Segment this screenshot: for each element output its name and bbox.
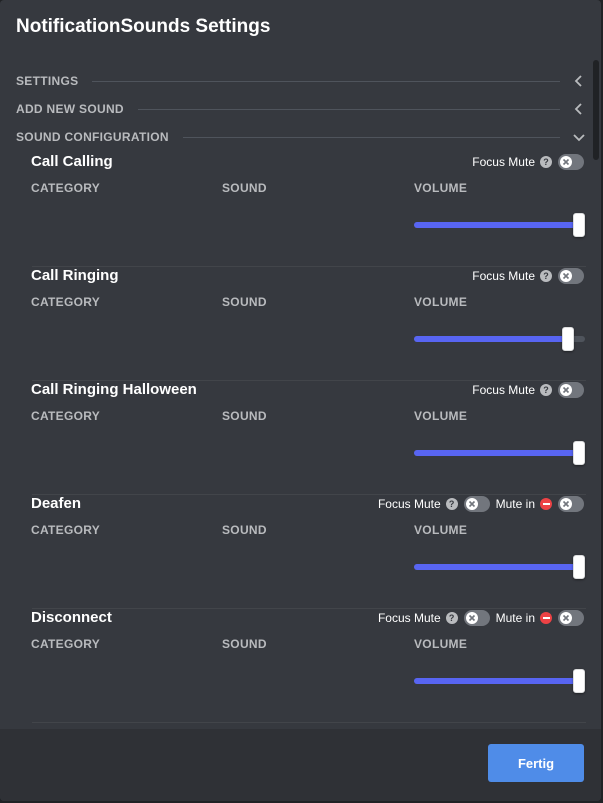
- close-icon: [560, 498, 572, 510]
- focus-mute-label: Focus Mute: [377, 611, 441, 625]
- volume-slider[interactable]: [414, 669, 585, 693]
- sound-row: Call Ringing Halloween Focus Mute ? CATE…: [16, 381, 586, 495]
- sound-toggles: Focus Mute ?: [472, 153, 584, 171]
- slider-fill: [414, 336, 568, 342]
- focus-mute-toggle[interactable]: [558, 382, 584, 398]
- close-icon: [560, 612, 572, 624]
- help-icon[interactable]: ?: [540, 384, 552, 396]
- volume-header: VOLUME: [414, 181, 468, 195]
- focus-mute-label: Focus Mute: [472, 155, 535, 169]
- row-divider: [32, 266, 586, 267]
- slider-handle[interactable]: [573, 441, 585, 465]
- sound-row: Call Ringing Focus Mute ? CATEGORY SOUND…: [16, 267, 586, 381]
- section-divider: [92, 80, 560, 82]
- volume-slider[interactable]: [414, 327, 585, 351]
- chevron-down-icon: [572, 130, 586, 144]
- mute-in-toggle[interactable]: [558, 610, 584, 626]
- do-not-disturb-icon: [540, 612, 552, 624]
- modal-footer: Fertig: [0, 729, 601, 801]
- volume-slider[interactable]: [414, 213, 585, 237]
- done-button[interactable]: Fertig: [488, 744, 584, 782]
- sound-row: Disconnect Focus Mute ? Mute in CATEGORY…: [16, 609, 586, 723]
- help-icon[interactable]: ?: [540, 156, 552, 168]
- sound-name: Deafen: [31, 495, 82, 512]
- category-header: CATEGORY: [31, 181, 101, 195]
- sound-name: Disconnect: [31, 609, 112, 626]
- focus-mute-toggle[interactable]: [463, 610, 490, 626]
- sound-header: SOUND: [222, 523, 267, 537]
- sound-row: Deafen Focus Mute ? Mute in CATEGORY SOU…: [16, 495, 586, 609]
- section-sound-configuration-label: SOUND CONFIGURATION: [16, 130, 169, 144]
- volume-header: VOLUME: [414, 637, 468, 651]
- focus-mute-toggle[interactable]: [558, 268, 584, 284]
- mute-in-toggle[interactable]: [558, 496, 584, 512]
- category-header: CATEGORY: [31, 637, 101, 651]
- focus-mute-label: Focus Mute: [472, 383, 535, 397]
- volume-header: VOLUME: [414, 295, 468, 309]
- volume-header: VOLUME: [414, 523, 468, 537]
- slider-handle[interactable]: [573, 669, 585, 693]
- row-divider: [32, 608, 586, 609]
- section-settings[interactable]: SETTINGS: [16, 71, 586, 91]
- section-divider: [137, 108, 560, 110]
- help-icon[interactable]: ?: [445, 498, 458, 510]
- mute-in-label: Mute in: [495, 611, 535, 625]
- volume-header: VOLUME: [414, 409, 468, 423]
- modal-title: NotificationSounds Settings: [16, 16, 271, 37]
- focus-mute-toggle[interactable]: [558, 154, 584, 170]
- close-icon: [560, 156, 572, 168]
- sound-name: Call Ringing: [31, 267, 119, 284]
- sound-name: Call Ringing Halloween: [31, 381, 197, 398]
- close-icon: [465, 612, 478, 624]
- close-icon: [560, 270, 572, 282]
- volume-slider[interactable]: [414, 555, 585, 579]
- chevron-left-icon: [572, 102, 586, 116]
- slider-fill: [414, 678, 585, 684]
- slider-fill: [414, 222, 585, 228]
- focus-mute-label: Focus Mute: [377, 497, 441, 511]
- close-icon: [465, 498, 478, 510]
- scrollbar[interactable]: [593, 60, 599, 160]
- mute-in-label: Mute in: [495, 497, 535, 511]
- help-icon[interactable]: ?: [540, 270, 552, 282]
- sound-name: Call Calling: [31, 153, 113, 170]
- volume-slider[interactable]: [414, 441, 585, 465]
- slider-handle[interactable]: [573, 213, 585, 237]
- section-add-new-sound[interactable]: ADD NEW SOUND: [16, 99, 586, 119]
- sound-header: SOUND: [222, 181, 267, 195]
- slider-fill: [414, 450, 585, 456]
- sound-toggles: Focus Mute ? Mute in: [378, 495, 584, 513]
- sound-row: Call Calling Focus Mute ? CATEGORY SOUND…: [16, 153, 586, 267]
- focus-mute-label: Focus Mute: [472, 269, 535, 283]
- slider-handle[interactable]: [562, 327, 574, 351]
- slider-fill: [414, 564, 585, 570]
- category-header: CATEGORY: [31, 409, 101, 423]
- row-divider: [32, 380, 586, 381]
- slider-handle[interactable]: [573, 555, 585, 579]
- section-divider: [182, 136, 560, 138]
- category-header: CATEGORY: [31, 523, 101, 537]
- sound-header: SOUND: [222, 295, 267, 309]
- category-header: CATEGORY: [31, 295, 101, 309]
- row-divider: [32, 722, 586, 723]
- row-divider: [32, 494, 586, 495]
- sound-header: SOUND: [222, 409, 267, 423]
- sound-header: SOUND: [222, 637, 267, 651]
- close-icon: [560, 384, 572, 396]
- sound-toggles: Focus Mute ?: [472, 267, 584, 285]
- chevron-left-icon: [572, 74, 586, 88]
- help-icon[interactable]: ?: [445, 612, 458, 624]
- sound-toggles: Focus Mute ? Mute in: [378, 609, 584, 627]
- sound-toggles: Focus Mute ?: [472, 381, 584, 399]
- do-not-disturb-icon: [540, 498, 552, 510]
- section-add-new-sound-label: ADD NEW SOUND: [16, 102, 124, 116]
- focus-mute-toggle[interactable]: [463, 496, 490, 512]
- section-settings-label: SETTINGS: [16, 74, 79, 88]
- section-sound-configuration[interactable]: SOUND CONFIGURATION: [16, 127, 586, 147]
